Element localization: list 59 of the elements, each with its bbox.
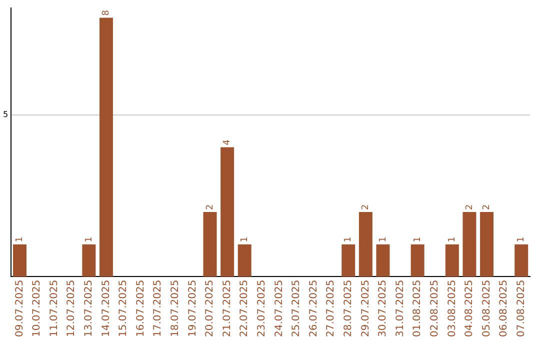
x-tick-label: 20.07.2025 [204, 280, 216, 338]
data-label: 1 [516, 236, 527, 242]
x-tick-label: 30.07.2025 [378, 280, 389, 338]
x-tick-label: 10.07.2025 [32, 280, 43, 338]
x-tick-label: 05.08.2025 [481, 280, 492, 338]
x-tick-label: 03.08.2025 [446, 280, 458, 338]
data-label: 1 [240, 236, 250, 242]
x-tick-label: 31.07.2025 [394, 280, 406, 338]
data-label: 1 [84, 236, 94, 242]
data-label: 4 [222, 139, 233, 146]
data-label: 1 [378, 236, 388, 242]
x-tick-label: 02.08.2025 [429, 280, 440, 338]
x-tick-label: 01.08.2025 [412, 280, 424, 338]
bar [203, 212, 217, 277]
data-label: 1 [448, 236, 458, 242]
x-tick-label: 21.07.2025 [222, 280, 233, 338]
data-label: 1 [412, 236, 423, 242]
x-tick-label: 25.07.2025 [291, 280, 302, 338]
data-label: 8 [102, 10, 112, 16]
x-tick-label: 27.07.2025 [326, 280, 337, 338]
data-label: 1 [15, 236, 26, 242]
bar [445, 244, 459, 277]
x-tick-label: 12.07.2025 [66, 280, 78, 338]
data-label: 2 [482, 204, 492, 210]
x-tick-label: 23.07.2025 [256, 280, 268, 338]
bar [220, 147, 234, 277]
x-tick-label: 13.07.2025 [84, 280, 95, 338]
x-tick-label: 09.07.2025 [14, 280, 26, 338]
bar [462, 212, 476, 277]
bar [238, 244, 252, 277]
x-tick-label: 22.07.2025 [239, 280, 250, 338]
bar [342, 244, 356, 277]
bar [410, 244, 424, 277]
x-tick-label: 16.07.2025 [135, 280, 146, 338]
data-label: 1 [344, 236, 354, 242]
bar [12, 244, 26, 277]
y-tick-label: 5 [2, 110, 8, 119]
data-label: 2 [361, 204, 372, 210]
x-tick-label: 24.07.2025 [274, 280, 285, 338]
x-tick-label: 29.07.2025 [360, 280, 372, 338]
x-tick-label: 15.07.2025 [118, 280, 130, 338]
bar [99, 18, 113, 277]
data-label: 2 [464, 204, 475, 210]
bar [358, 212, 372, 277]
x-tick-label: 06.08.2025 [498, 280, 510, 338]
x-tick-label: 17.07.2025 [152, 280, 164, 338]
x-tick-label: 26.07.2025 [308, 280, 320, 338]
bar [514, 244, 528, 277]
x-tick-label: 07.08.2025 [516, 280, 527, 338]
data-label: 2 [205, 204, 216, 210]
bar [376, 244, 390, 277]
x-tick-label: 14.07.2025 [100, 280, 112, 338]
bar [82, 244, 96, 277]
bar [480, 212, 494, 277]
x-tick-label: 28.07.2025 [342, 280, 354, 338]
x-tick-label: 19.07.2025 [187, 280, 198, 338]
x-tick-label: 04.08.2025 [464, 280, 476, 338]
x-tick-label: 11.07.2025 [48, 280, 60, 338]
x-tick-label: 18.07.2025 [170, 280, 182, 338]
